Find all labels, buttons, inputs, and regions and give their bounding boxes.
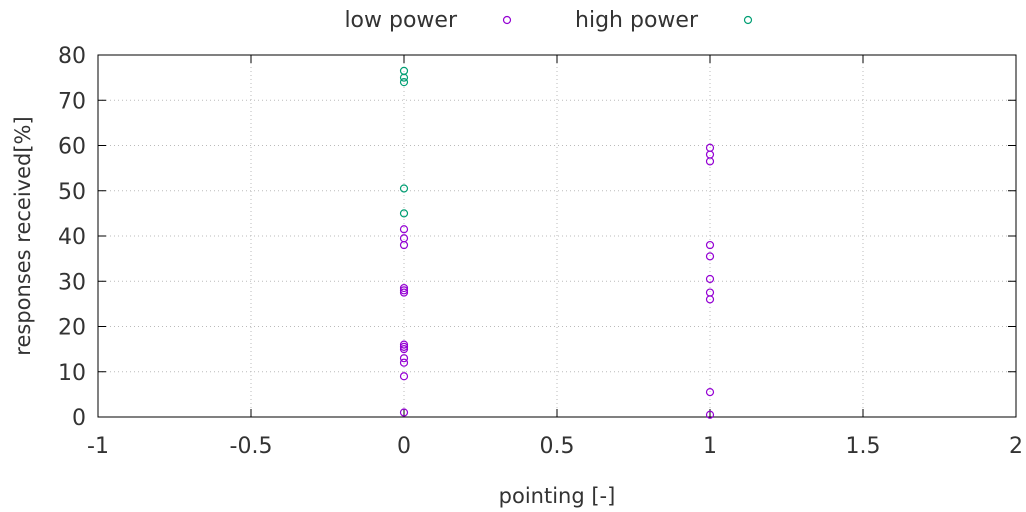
data-point — [705, 143, 715, 152]
data-point — [399, 209, 409, 218]
data-point — [399, 288, 409, 297]
data-point — [399, 408, 409, 417]
y-tick-label: 50 — [58, 180, 86, 205]
x-tick-label: 2 — [1009, 434, 1023, 459]
data-point — [399, 358, 409, 367]
x-tick-label: 0 — [397, 434, 411, 459]
legend-item: low power — [344, 8, 512, 33]
y-tick-label: 60 — [58, 135, 86, 160]
data-point — [705, 288, 715, 297]
x-tick-label: -1 — [87, 434, 109, 459]
x-tick-label: 1 — [703, 434, 717, 459]
data-point — [399, 283, 409, 293]
data-point — [399, 345, 409, 354]
y-tick-label: 80 — [58, 44, 86, 69]
data-point — [399, 340, 409, 349]
y-tick-label: 40 — [58, 225, 86, 250]
legend-label: high power — [575, 8, 699, 33]
legend-marker — [743, 15, 753, 25]
x-tick-label: 0.5 — [540, 434, 575, 459]
data-points — [399, 66, 715, 419]
data-point — [399, 225, 409, 234]
data-point — [399, 66, 409, 75]
data-point — [399, 184, 409, 193]
legend-label: low power — [344, 8, 458, 33]
data-point — [399, 78, 409, 87]
series-high-power — [399, 66, 409, 218]
y-tick-label: 10 — [58, 361, 86, 386]
data-point — [399, 286, 409, 295]
x-axis-label: pointing [-] — [499, 484, 616, 508]
y-axis-label: responses received[%] — [11, 116, 35, 355]
y-tick-label: 30 — [58, 270, 86, 295]
data-point — [705, 388, 715, 397]
legend-marker — [502, 15, 512, 25]
data-point — [399, 234, 409, 243]
data-point — [399, 354, 409, 363]
data-point — [399, 342, 409, 351]
data-point — [399, 372, 409, 381]
series-low-power — [399, 143, 715, 419]
grid-lines — [98, 55, 1016, 417]
y-tick-label: 70 — [58, 89, 86, 114]
data-point — [705, 240, 715, 250]
legend: low power high power — [344, 8, 753, 33]
x-tick-label: 1.5 — [846, 434, 881, 459]
legend-item: high power — [575, 8, 753, 33]
data-point — [705, 252, 715, 261]
x-axis: -1 -0.5 0 0.5 1 1.5 2 — [87, 55, 1023, 459]
y-tick-label: 0 — [72, 406, 86, 431]
x-tick-label: -0.5 — [230, 434, 273, 459]
y-tick-label: 20 — [58, 316, 86, 341]
y-axis: 0 10 20 30 40 50 60 70 80 — [58, 44, 1016, 431]
data-point — [705, 410, 715, 419]
data-point — [705, 274, 715, 284]
